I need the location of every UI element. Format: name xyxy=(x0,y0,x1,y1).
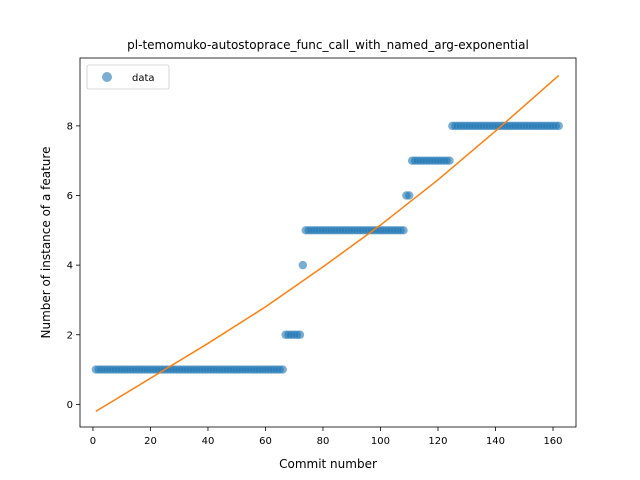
x-axis-label: Commit number xyxy=(279,457,377,471)
y-tick-label: 4 xyxy=(67,261,73,272)
x-tick-label: 60 xyxy=(259,436,272,447)
legend-box xyxy=(86,64,170,90)
legend-marker xyxy=(102,72,112,82)
data-point xyxy=(554,121,563,131)
data-point xyxy=(405,191,414,200)
x-tick-label: 40 xyxy=(202,436,215,447)
y-tick-label: 2 xyxy=(67,330,73,341)
legend: data xyxy=(86,64,170,90)
chart-title: pl-temomuko-autostoprace_func_call_with_… xyxy=(127,38,529,52)
fit-curve xyxy=(95,74,560,412)
data-point xyxy=(399,226,408,235)
x-tick-label: 20 xyxy=(144,436,157,447)
x-tick-label: 100 xyxy=(371,436,390,447)
x-tick-label: 0 xyxy=(90,436,96,447)
y-axis: 0 2 4 6 8 xyxy=(67,121,80,411)
x-axis: 0 20 40 60 80 100 120 140 160 xyxy=(90,427,563,447)
data-point xyxy=(298,260,308,270)
axes-frame xyxy=(79,57,577,428)
x-tick-label: 140 xyxy=(486,436,505,447)
y-tick-label: 0 xyxy=(67,400,73,411)
data-point xyxy=(295,330,305,339)
y-axis-label: Number of instance of a feature xyxy=(39,147,53,339)
data-point xyxy=(278,365,287,374)
x-tick-label: 120 xyxy=(428,436,447,447)
data-point xyxy=(445,156,454,165)
plot-area xyxy=(91,74,563,412)
legend-label-data: data xyxy=(132,73,155,84)
x-tick-label: 160 xyxy=(543,436,562,447)
x-tick-label: 80 xyxy=(317,436,330,447)
y-tick-label: 8 xyxy=(67,121,73,132)
y-tick-label: 6 xyxy=(67,191,73,202)
